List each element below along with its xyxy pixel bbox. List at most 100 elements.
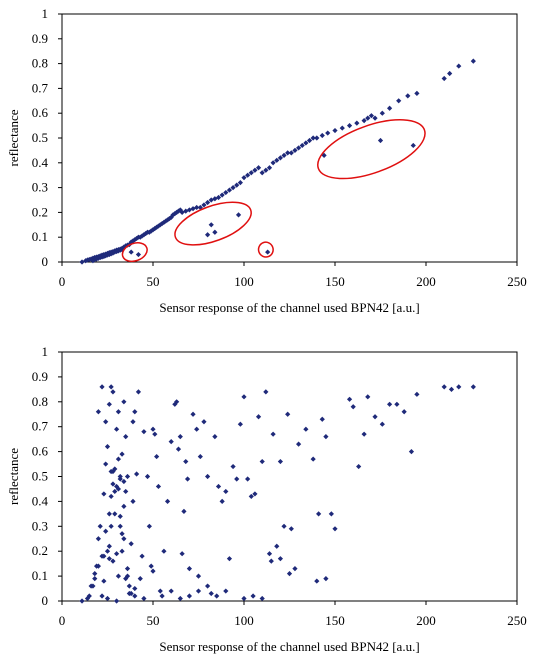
x-axis-label: Sensor response of the channel used BPN4… (159, 300, 419, 315)
y-tick-label: 0.3 (32, 180, 48, 195)
data-point (215, 483, 222, 490)
data-point (286, 571, 293, 577)
data-point (263, 167, 269, 173)
plot-frame (61, 351, 518, 602)
data-point (248, 493, 254, 500)
x-tick-label: 0 (59, 613, 66, 628)
data-point (123, 434, 129, 440)
data-point (281, 152, 287, 158)
data-point (205, 473, 211, 480)
x-tick-label: 0 (59, 274, 66, 289)
y-tick-label: 0 (42, 254, 49, 269)
data-point (79, 598, 85, 604)
data-point (95, 409, 101, 415)
data-point (121, 478, 127, 485)
y-axis-label: reflectance (6, 448, 21, 505)
y-tick-label: 0.1 (32, 568, 48, 583)
data-point (346, 123, 353, 129)
data-point (104, 595, 111, 602)
data-point (150, 426, 156, 432)
data-point (245, 476, 251, 482)
data-point (306, 137, 313, 144)
data-point (132, 409, 138, 415)
data-point (128, 249, 134, 255)
data-point (350, 404, 356, 410)
data-point (277, 556, 283, 562)
data-point (103, 419, 109, 425)
data-point (128, 541, 134, 547)
data-point (456, 63, 462, 69)
data-point (332, 526, 338, 532)
data-point (405, 93, 411, 99)
data-point (115, 486, 122, 492)
data-point (387, 105, 393, 111)
data-point (292, 566, 298, 572)
data-point (177, 595, 183, 602)
data-point (201, 202, 207, 208)
data-point (186, 566, 192, 572)
data-point (414, 391, 420, 397)
data-point (212, 434, 218, 440)
x-tick-label: 50 (147, 274, 160, 289)
data-point (135, 251, 142, 258)
data-point (175, 446, 182, 452)
data-point (101, 578, 107, 584)
x-tick-label: 100 (234, 274, 254, 289)
data-point (270, 431, 276, 437)
x-axis-label: Sensor response of the channel used BPN4… (159, 639, 419, 654)
data-point (99, 384, 105, 390)
data-point (408, 449, 415, 455)
data-point (114, 598, 120, 604)
data-point (132, 585, 138, 592)
data-point (365, 115, 371, 121)
data-point (114, 426, 120, 432)
outlier-circle (174, 201, 252, 246)
data-point (112, 511, 118, 517)
y-tick-label: 0.3 (32, 518, 48, 533)
data-point (296, 145, 302, 151)
data-point (361, 431, 367, 437)
x-tick-label: 250 (507, 274, 527, 289)
y-tick-label: 0.7 (32, 80, 49, 95)
y-tick-label: 0.5 (32, 130, 48, 145)
data-point (205, 232, 211, 238)
data-point (141, 595, 147, 602)
data-point (237, 180, 243, 186)
data-point (126, 590, 132, 597)
data-point (152, 431, 158, 437)
data-point (137, 575, 143, 582)
data-point (141, 429, 147, 435)
y-tick-label: 0.5 (32, 469, 48, 484)
data-point (314, 578, 320, 584)
data-point (181, 508, 187, 514)
data-point (448, 386, 455, 392)
data-point (119, 531, 125, 537)
data-point (164, 498, 171, 504)
data-point (346, 396, 353, 402)
data-point (115, 573, 122, 579)
data-point (97, 523, 103, 529)
data-point (356, 463, 362, 470)
y-axis-label: reflectance (6, 109, 21, 166)
data-point (250, 593, 256, 599)
data-point (92, 575, 98, 582)
data-point (285, 150, 291, 156)
y-tick-label: 0.4 (32, 155, 49, 170)
data-point (241, 595, 247, 602)
y-tick-label: 1 (42, 344, 49, 359)
x-tick-label: 200 (416, 613, 436, 628)
data-point (441, 75, 447, 82)
data-point (110, 558, 116, 564)
data-point (88, 583, 94, 589)
data-point (303, 140, 309, 146)
data-point (387, 401, 393, 407)
data-point (132, 593, 138, 599)
y-tick-label: 0.8 (32, 394, 48, 409)
data-point (177, 434, 183, 440)
y-tick-label: 0.9 (32, 31, 48, 46)
data-point (205, 583, 211, 589)
data-point (99, 593, 105, 599)
y-tick-label: 0.9 (32, 369, 48, 384)
data-point (172, 401, 178, 407)
data-point (325, 130, 331, 136)
